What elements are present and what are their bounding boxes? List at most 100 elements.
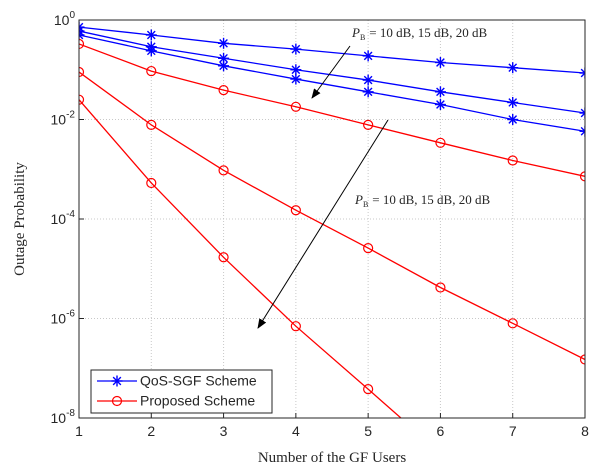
series-line: [79, 71, 585, 361]
marker: [218, 252, 229, 263]
y-tick-exponent: -6: [66, 309, 75, 320]
x-tick-label: 8: [581, 423, 589, 439]
marker: [362, 50, 374, 62]
marker: [290, 205, 301, 216]
x-tick-label: 4: [292, 423, 300, 439]
x-tick-label: 5: [364, 423, 372, 439]
marker-stroke: [580, 72, 585, 78]
arrow: [311, 45, 351, 99]
y-tick-label: 100: [54, 10, 76, 28]
y-tick-base: 10: [54, 12, 70, 28]
marker: [79, 94, 85, 105]
marker: [579, 354, 585, 365]
marker-stroke: [79, 26, 84, 33]
marker: [363, 243, 374, 254]
marker: [435, 282, 446, 293]
marker: [436, 448, 445, 457]
x-tick-label: 2: [147, 423, 155, 439]
annotation-symbol: P: [354, 192, 363, 207]
marker: [290, 64, 302, 76]
marker: [79, 38, 85, 50]
marker: [579, 171, 585, 182]
marker: [79, 66, 85, 78]
y-tick-label: 10-2: [51, 110, 76, 128]
marker-stroke: [580, 68, 585, 74]
marker: [362, 86, 374, 98]
marker: [218, 84, 229, 96]
marker: [507, 62, 519, 74]
marker: [434, 86, 446, 98]
marker: [434, 99, 446, 111]
y-tick-base: 10: [51, 311, 67, 327]
y-axis-label: Outage Probability: [12, 162, 28, 276]
marker: [363, 384, 374, 395]
marker: [146, 119, 157, 130]
x-tick-label: 1: [75, 423, 83, 439]
marker: [507, 96, 519, 108]
marker-stroke: [79, 30, 84, 36]
annotation-subscript: B: [360, 33, 365, 42]
x-tick-label: 7: [509, 423, 517, 439]
annotation-subscript: B: [363, 200, 368, 209]
y-tick-label: 10-4: [51, 209, 76, 227]
marker: [579, 125, 585, 137]
marker: [218, 37, 230, 49]
y-tick-base: 10: [51, 211, 67, 227]
annotation-symbol: P: [351, 25, 360, 40]
marker: [434, 56, 446, 68]
y-tick-base: 10: [51, 112, 67, 128]
marker: [363, 119, 374, 130]
marker-stroke: [79, 30, 84, 36]
marker-stroke: [79, 33, 84, 40]
series-line: [79, 43, 585, 177]
y-tick-base: 10: [51, 410, 67, 426]
series-line: [79, 30, 585, 114]
y-tick-label: 10-8: [51, 408, 76, 426]
series-line: [79, 26, 585, 74]
y-tick-exponent: 0: [69, 10, 75, 21]
x-axis-label: Number of the GF Users: [258, 450, 406, 466]
marker: [290, 43, 302, 55]
marker: [579, 107, 585, 119]
annotation: PB = 10 dB, 15 dB, 20 dB: [351, 25, 487, 42]
marker-stroke: [580, 112, 585, 118]
legend: QoS-SGF Scheme Proposed Scheme: [90, 369, 273, 414]
x-tick-label: 3: [220, 423, 228, 439]
marker: [579, 67, 585, 79]
annotation: PB = 10 dB, 15 dB, 20 dB: [354, 192, 490, 209]
marker: [507, 318, 518, 329]
annotation-text: = 10 dB, 15 dB, 20 dB: [369, 25, 487, 40]
marker: [111, 395, 123, 407]
marker: [290, 101, 301, 112]
y-tick-label: 10-6: [51, 309, 76, 327]
series-line: [79, 34, 585, 132]
marker: [507, 114, 519, 125]
marker: [507, 155, 518, 166]
y-tick-exponent: -2: [66, 110, 75, 121]
y-tick-exponent: -4: [66, 209, 75, 220]
marker-stroke: [79, 22, 84, 29]
annotation-text: = 10 dB, 15 dB, 20 dB: [372, 192, 490, 207]
legend-box: [90, 369, 273, 414]
marker: [362, 74, 374, 86]
marker: [145, 45, 157, 57]
legend-label: Proposed Scheme: [140, 393, 255, 409]
marker: [290, 73, 302, 85]
marker: [145, 29, 157, 41]
arrow: [257, 119, 389, 329]
legend-label: QoS-SGF Scheme: [140, 373, 257, 389]
y-tick-exponent: -8: [66, 408, 75, 419]
x-tick-label: 6: [437, 423, 445, 439]
marker: [290, 321, 301, 332]
marker-stroke: [580, 130, 585, 136]
marker: [435, 137, 446, 148]
marker: [146, 177, 157, 189]
marker-stroke: [79, 26, 84, 32]
marker-stroke: [580, 126, 585, 133]
marker: [146, 65, 157, 77]
marker: [79, 29, 85, 41]
marker: [218, 165, 229, 176]
series-line: [79, 99, 402, 418]
marker: [218, 60, 230, 72]
